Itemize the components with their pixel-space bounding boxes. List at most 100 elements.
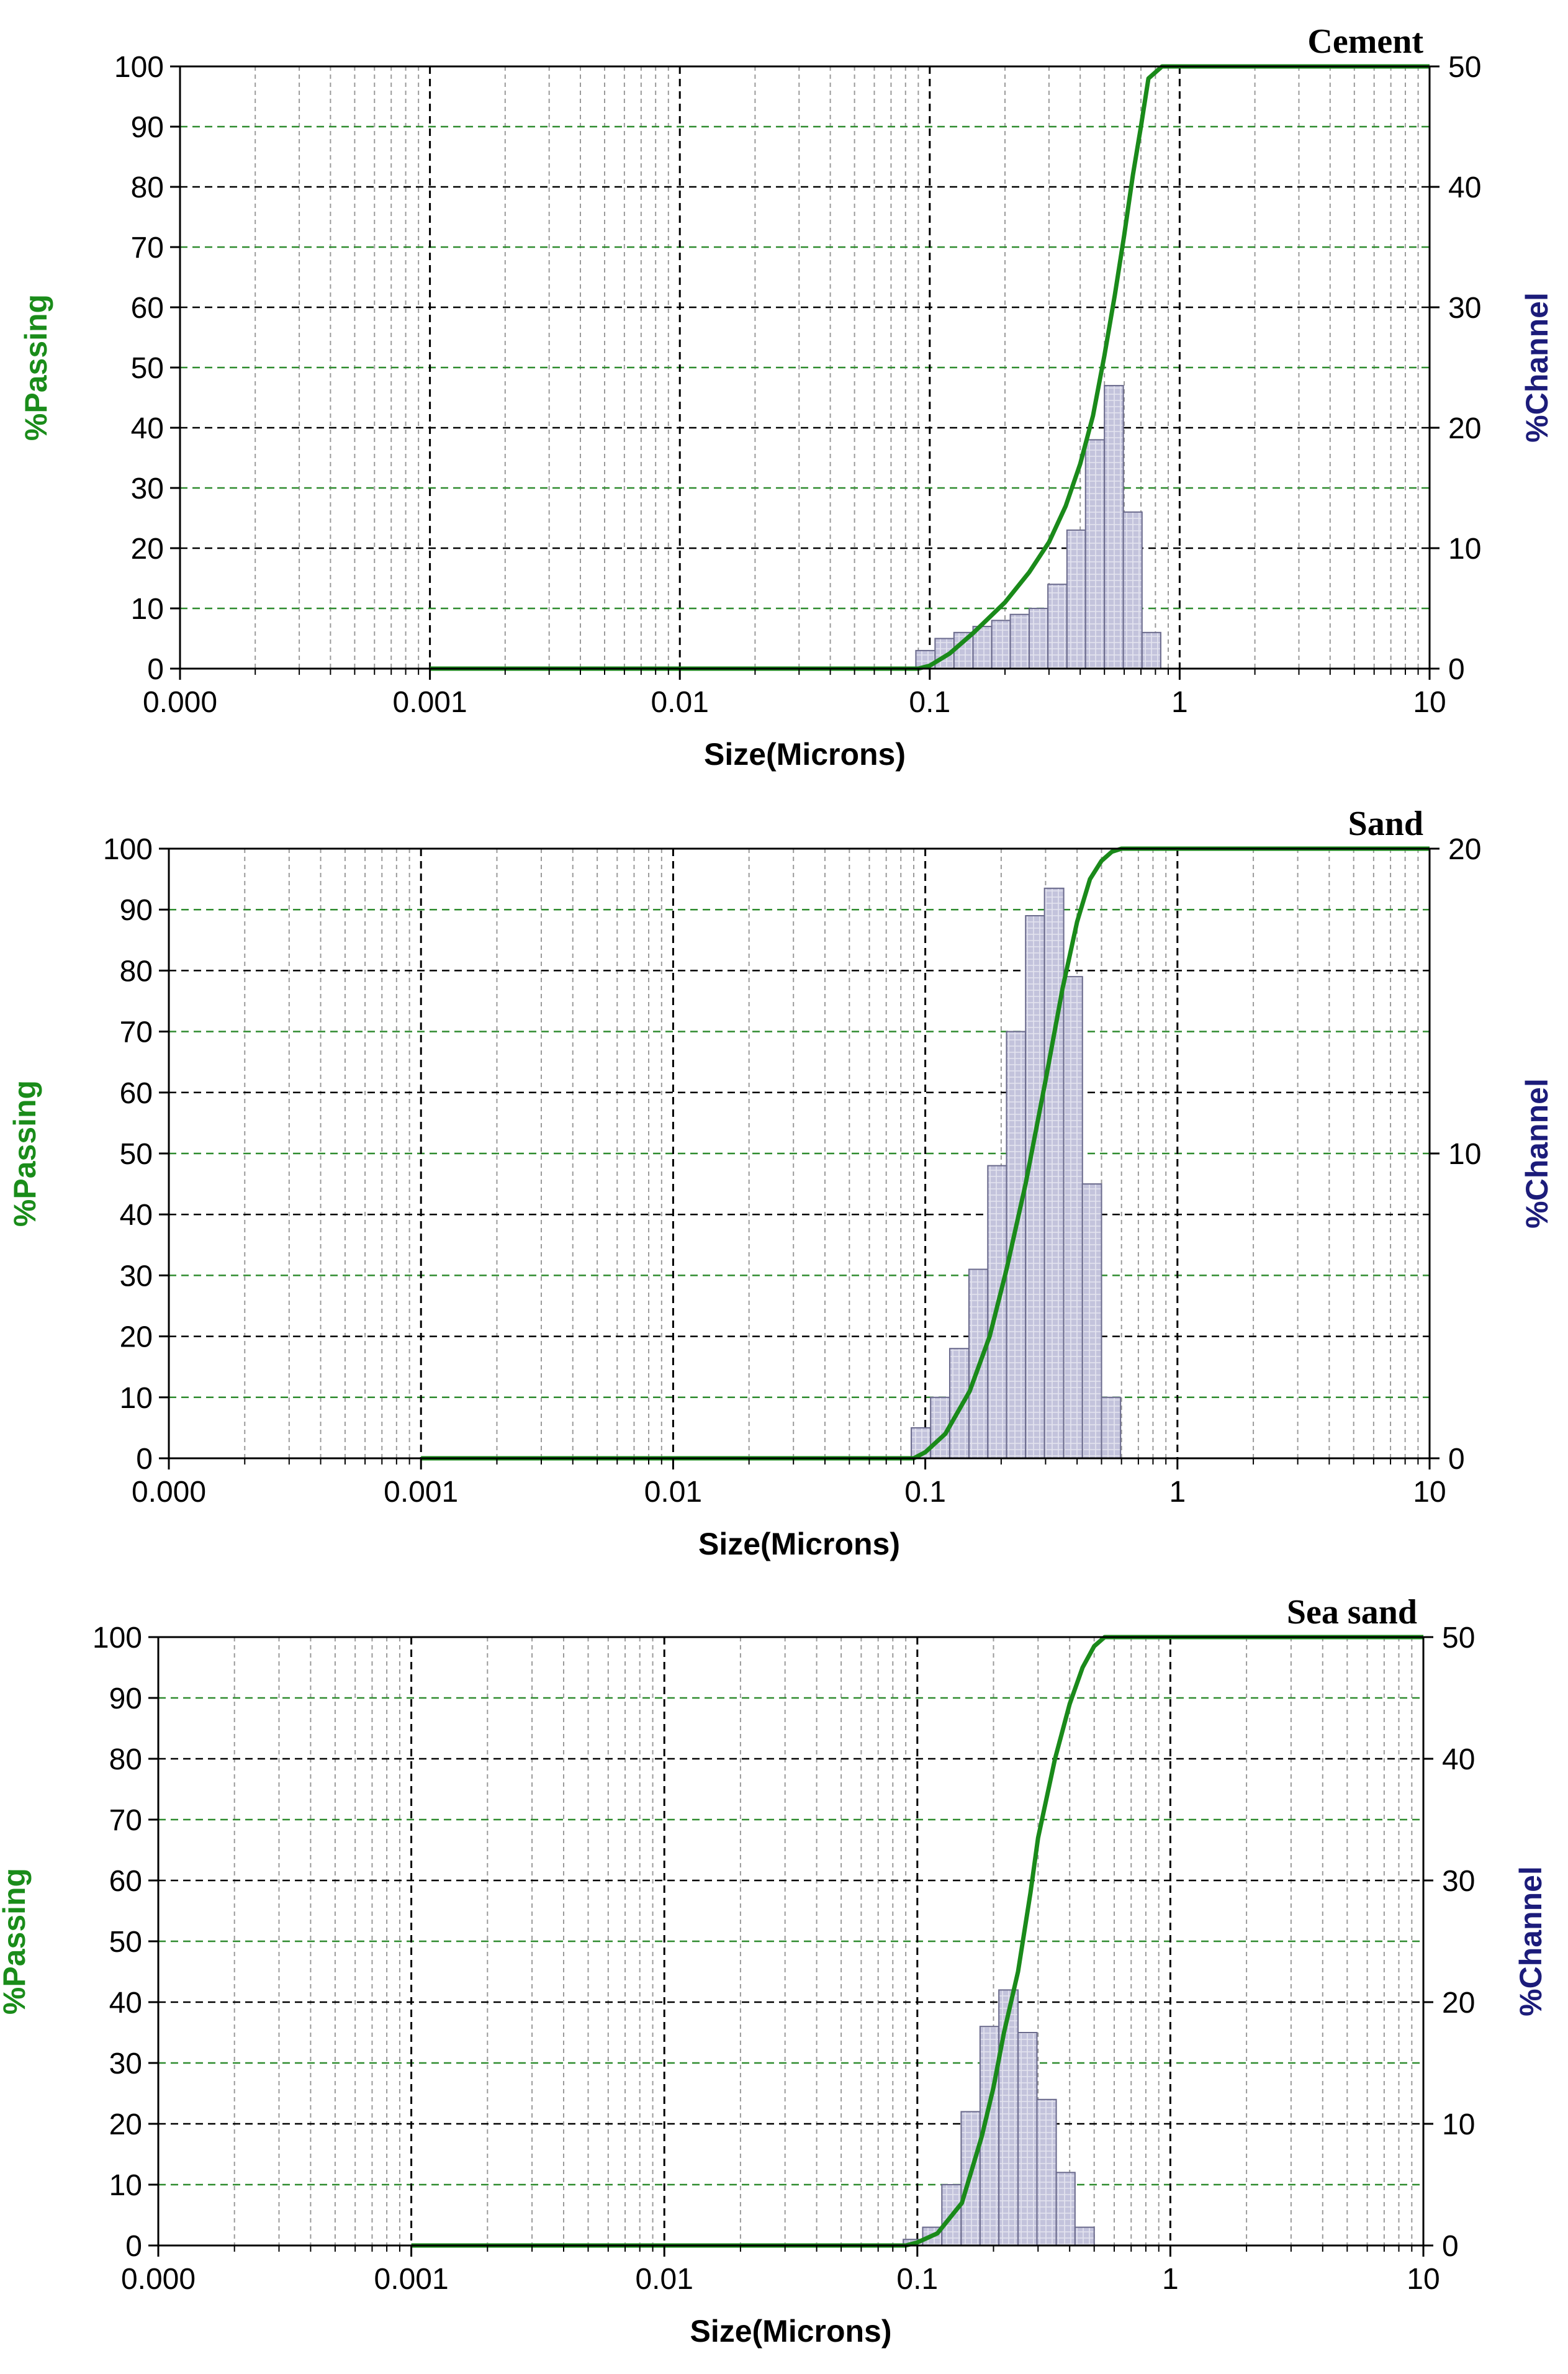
x-tick-label: 10 bbox=[1407, 2263, 1440, 2296]
x-tick-label: 0.01 bbox=[651, 686, 708, 719]
y-left-tick-label: 40 bbox=[120, 1199, 153, 1232]
y-left-tick-label: 80 bbox=[109, 1743, 142, 1776]
histogram-bar bbox=[979, 2026, 1000, 2246]
histogram-bar bbox=[1101, 1396, 1122, 1460]
x-tick-label: 0.000 bbox=[143, 686, 217, 719]
histogram-bar bbox=[1104, 385, 1124, 669]
y-right-tick-label: 0 bbox=[1448, 653, 1465, 686]
chart-title: Sea sand bbox=[1287, 1593, 1417, 1632]
y-right-tick-label: 10 bbox=[1442, 2108, 1475, 2141]
y-left-tick-label: 90 bbox=[120, 894, 153, 927]
y-left-tick-label: 20 bbox=[120, 1321, 153, 1354]
y-right-tick-label: 0 bbox=[1448, 1443, 1465, 1476]
histogram bbox=[911, 887, 1122, 1460]
x-tick-label: 1 bbox=[1169, 1476, 1186, 1509]
x-axis-label: Size(Microns) bbox=[690, 2314, 891, 2349]
chart-title: Sand bbox=[1348, 805, 1423, 843]
y-axis-left: 0 10 20 30 40 50 60 70 80 90 100 %Passing bbox=[7, 833, 169, 1476]
x-tick-label: 0.001 bbox=[374, 2263, 449, 2296]
y-right-tick-label: 30 bbox=[1448, 292, 1481, 325]
chart-panel-1: 0.000 0.001 0.01 0.1 1 10Size(Microns)0102030… bbox=[19, 22, 1554, 772]
histogram bbox=[903, 1989, 1095, 2247]
y-left-tick-label: 60 bbox=[131, 292, 164, 325]
y-left-tick-label: 0 bbox=[136, 1443, 153, 1476]
histogram-bar bbox=[1084, 439, 1106, 670]
histogram-bar bbox=[1036, 2098, 1057, 2247]
y-right-tick-label: 40 bbox=[1442, 1743, 1475, 1776]
x-tick-label: 0.01 bbox=[644, 1476, 702, 1509]
y-right-axis-label: %Channel bbox=[1513, 1866, 1548, 2016]
histogram-bar bbox=[1006, 1031, 1027, 1459]
y-left-tick-label: 10 bbox=[131, 593, 164, 626]
y-left-tick-label: 10 bbox=[109, 2169, 142, 2202]
passing-curve-line bbox=[421, 846, 1430, 1461]
y-left-axis-label: %Passing bbox=[0, 1868, 32, 2015]
y-axis-left: 0 10 20 30 40 50 60 70 80 90 100 %Passing bbox=[0, 1622, 158, 2263]
histogram-bar bbox=[1043, 887, 1065, 1459]
y-right-tick-label: 40 bbox=[1448, 171, 1481, 204]
grid-lines bbox=[158, 1637, 1423, 2245]
x-tick-label: 1 bbox=[1171, 686, 1188, 719]
y-left-tick-label: 0 bbox=[125, 2230, 142, 2263]
chart-panel-2: 0.000 0.001 0.01 0.1 1 10Size(Microns)0102030… bbox=[7, 805, 1554, 1561]
histogram-bar bbox=[1066, 529, 1086, 670]
histogram-bar bbox=[1047, 584, 1068, 670]
y-right-tick-label: 50 bbox=[1448, 51, 1481, 84]
chart-panel-3: 0.000 0.001 0.01 0.1 1 10Size(Microns)0102030… bbox=[0, 1593, 1548, 2349]
x-tick-label: 10 bbox=[1413, 1476, 1446, 1509]
y-axis-right: 0 10 20 30 40 50 %Channel bbox=[1430, 51, 1554, 686]
y-left-tick-label: 50 bbox=[109, 1926, 142, 1959]
histogram-bar bbox=[1074, 2226, 1095, 2247]
histogram-bar bbox=[998, 1989, 1019, 2246]
y-left-tick-label: 80 bbox=[120, 955, 153, 988]
grid-lines bbox=[180, 66, 1430, 669]
y-right-tick-label: 20 bbox=[1448, 833, 1481, 866]
y-right-tick-label: 10 bbox=[1448, 533, 1481, 566]
x-tick-label: 10 bbox=[1413, 686, 1446, 719]
x-axis: 0.000 0.001 0.01 0.1 1 10 Size(Microns) bbox=[143, 669, 1446, 772]
passing-curve-line bbox=[411, 1635, 1423, 2248]
y-left-tick-label: 40 bbox=[109, 1987, 142, 2020]
y-left-tick-label: 0 bbox=[147, 653, 164, 686]
x-tick-label: 0.001 bbox=[384, 1476, 458, 1509]
y-right-tick-label: 50 bbox=[1442, 1622, 1475, 1654]
x-axis: 0.000 0.001 0.01 0.1 1 10 Size(Microns) bbox=[121, 2245, 1440, 2349]
y-left-tick-label: 30 bbox=[120, 1260, 153, 1293]
y-right-tick-label: 20 bbox=[1442, 1987, 1475, 2020]
y-right-axis-label: %Channel bbox=[1520, 292, 1554, 443]
y-right-tick-label: 30 bbox=[1442, 1865, 1475, 1898]
y-axis-left: 0 10 20 30 40 50 60 70 80 90 100 %Passing bbox=[19, 51, 180, 686]
y-axis-right: 0 10 20 %Channel bbox=[1430, 833, 1554, 1476]
y-left-tick-label: 30 bbox=[131, 472, 164, 505]
y-left-tick-label: 80 bbox=[131, 171, 164, 204]
y-left-tick-label: 60 bbox=[109, 1865, 142, 1898]
histogram-bar bbox=[1141, 631, 1161, 669]
y-right-tick-label: 10 bbox=[1448, 1138, 1481, 1171]
y-left-tick-label: 10 bbox=[120, 1382, 153, 1415]
x-tick-label: 0.000 bbox=[132, 1476, 206, 1509]
grid-lines bbox=[169, 849, 1430, 1458]
y-left-tick-label: 100 bbox=[103, 833, 153, 866]
y-left-tick-label: 60 bbox=[120, 1077, 153, 1110]
y-left-tick-label: 50 bbox=[131, 352, 164, 385]
y-left-axis-label: %Passing bbox=[7, 1080, 42, 1227]
x-tick-label: 0.1 bbox=[909, 686, 950, 719]
histogram-bar bbox=[1063, 976, 1083, 1459]
x-tick-label: 0.1 bbox=[896, 2263, 938, 2296]
y-left-tick-label: 100 bbox=[114, 51, 164, 84]
histogram-bar bbox=[1055, 2172, 1076, 2246]
x-axis-label: Size(Microns) bbox=[704, 737, 906, 772]
x-tick-label: 0.000 bbox=[121, 2263, 196, 2296]
histogram bbox=[915, 385, 1161, 670]
y-left-tick-label: 70 bbox=[109, 1804, 142, 1837]
y-left-tick-label: 90 bbox=[131, 111, 164, 144]
y-right-tick-label: 0 bbox=[1442, 2230, 1459, 2263]
x-axis: 0.000 0.001 0.01 0.1 1 10 Size(Microns) bbox=[132, 1458, 1446, 1561]
y-left-tick-label: 20 bbox=[109, 2108, 142, 2141]
y-left-tick-label: 50 bbox=[120, 1138, 153, 1171]
x-tick-label: 0.01 bbox=[635, 2263, 693, 2296]
x-tick-label: 0.1 bbox=[904, 1476, 946, 1509]
y-right-axis-label: %Channel bbox=[1520, 1078, 1554, 1229]
y-left-tick-label: 40 bbox=[131, 412, 164, 445]
